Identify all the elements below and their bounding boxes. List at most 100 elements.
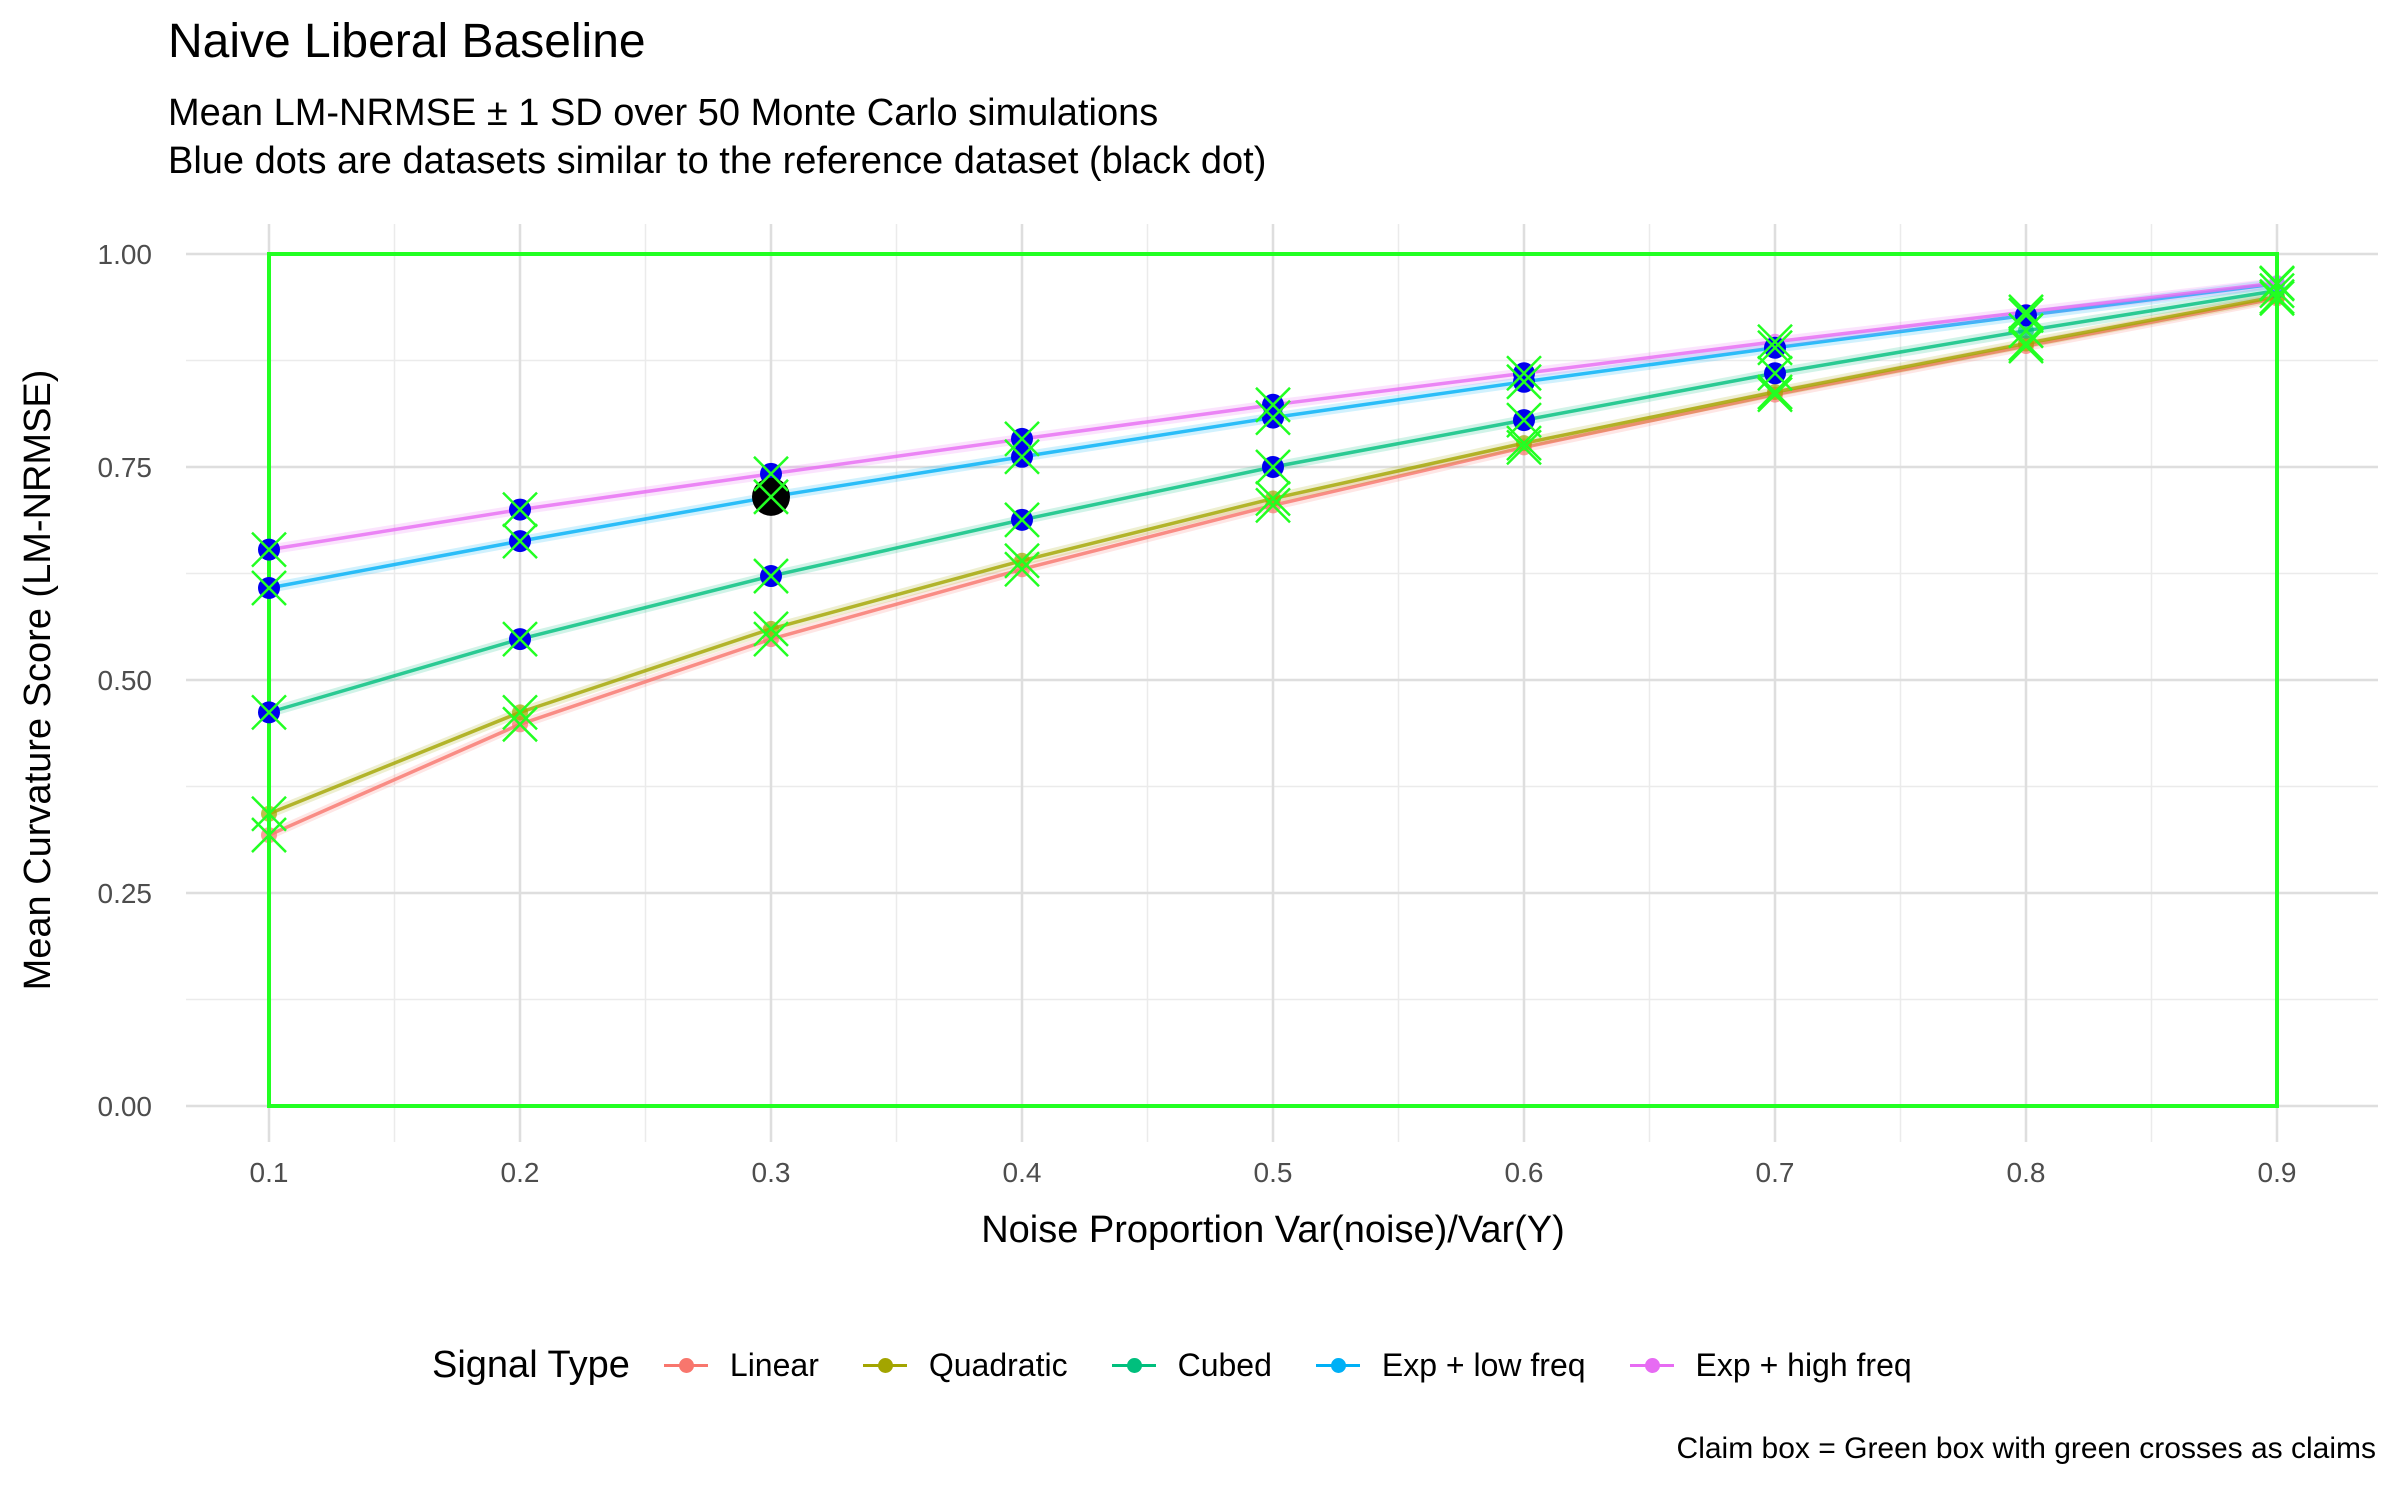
claim-cross-stroke [2008,312,2044,349]
claim-cross-stroke [1004,501,1040,538]
claim-cross-stroke [502,523,538,560]
claim-cross [2008,294,2044,330]
claim-cross [1255,480,1291,517]
chart-subtitle-line1: Mean LM-NRMSE ± 1 SD over 50 Monte Carlo… [168,92,1159,134]
claim-box-layer [267,252,2279,1108]
claim-cross-stroke [753,610,789,647]
claim-cross [251,531,287,568]
claim-cross-stroke [2008,328,2044,364]
legend-label-exp-low-freq: Exp + low freq [1381,1346,1586,1383]
claim-cross [1506,429,1542,466]
claim-cross-stroke [502,491,538,528]
claim-cross [1255,399,1291,436]
claim-cross [502,694,538,731]
y-tick-label: 0.75 [98,452,153,483]
legend-item-exp-high-freq: Exp + high freq [1626,1347,1912,1384]
claim-cross [753,621,789,657]
legend-key-linear [660,1350,712,1380]
claim-cross [1255,386,1291,423]
claim-cross [1506,363,1542,400]
claim-cross [1004,542,1040,579]
claim-cross-stroke [502,621,538,657]
claim-cross [1004,438,1040,475]
x-tick-label: 0.7 [1756,1157,1795,1188]
claim-cross [1004,501,1040,538]
claim-cross-stroke [502,694,538,731]
claim-cross-stroke [1004,421,1040,457]
claim-cross-stroke [2259,272,2295,309]
claim-cross-stroke [1255,449,1291,485]
claim-cross [2008,328,2044,364]
legend-item-exp-low-freq: Exp + low freq [1312,1347,1586,1384]
x-tick-label: 0.3 [752,1157,791,1188]
claim-cross-stroke [1255,480,1291,517]
claim-cross-stroke [2008,297,2044,334]
claim-cross-stroke [1506,429,1542,466]
x-tick-label: 0.2 [501,1157,540,1188]
y-tick-label: 1.00 [98,239,153,270]
plot-area: 0.00 0.25 0.50 0.75 1.00 0.1 0.2 0.3 0.4 0.5 0.6 0.… [17,224,2378,1251]
legend-label-quadratic: Quadratic [928,1346,1068,1383]
chart-caption: Claim box = Green box with green crosses… [1676,1432,2376,1465]
legend-label-exp-high-freq: Exp + high freq [1695,1346,1912,1383]
claim-cross [502,523,538,560]
claim-cross [1506,355,1542,392]
x-axis-title: Noise Proportion Var(noise)/Var(Y) [981,1209,1565,1251]
x-tick-label: 0.8 [2007,1157,2046,1188]
axis-ticks: 0.00 0.25 0.50 0.75 1.00 0.1 0.2 0.3 0.4 0.5 0.6 0.… [98,239,2297,1188]
claim-cross [1757,329,1793,366]
claim-cross [1255,449,1291,485]
legend-key-exp-high-freq [1626,1350,1678,1380]
claim-cross [1506,402,1542,439]
claim-cross-stroke [2259,278,2295,315]
claim-cross-stroke [1255,487,1291,524]
claim-cross-stroke [1255,399,1291,436]
claim-cross-stroke [1757,374,1793,410]
claim-cross-stroke [1757,329,1793,366]
claim-cross [2008,312,2044,349]
claim-cross-stroke [1004,542,1040,579]
y-tick-label: 0.50 [98,665,153,696]
claim-cross [753,558,789,594]
claim-cross [2008,297,2044,334]
chart-title: Naive Liberal Baseline [168,15,646,68]
claim-cross [1757,374,1793,410]
claim-cross-stroke [1004,551,1040,588]
claim-cross [2259,265,2295,301]
x-tick-label: 0.5 [1254,1157,1293,1188]
claim-cross-stroke [251,570,287,606]
legend-item-cubed: Cubed [1108,1347,1272,1384]
claim-crosses [251,265,2295,853]
x-tick-label: 0.1 [250,1157,289,1188]
claim-cross-stroke [1757,323,1793,360]
legend-label-linear: Linear [729,1346,819,1383]
claim-cross [251,694,287,731]
claim-cross [251,570,287,606]
x-tick-label: 0.9 [2258,1157,2297,1188]
claim-cross [502,621,538,657]
claim-cross [1757,355,1793,392]
claim-cross [753,455,789,492]
claim-cross [1255,487,1291,524]
claim-cross-stroke [2259,265,2295,301]
claim-cross-stroke [1757,355,1793,392]
claim-cross [753,610,789,647]
claim-cross-stroke [1004,438,1040,475]
claim-cross-stroke [753,558,789,594]
claim-cross-stroke [753,621,789,657]
claim-cross-stroke [1255,386,1291,423]
legend-title: Signal Type [432,1343,630,1386]
claim-box [267,252,2279,1108]
legend-item-linear: Linear [660,1347,819,1384]
x-tick-label: 0.4 [1003,1157,1042,1188]
claim-cross-stroke [753,455,789,492]
legend-key-quadratic [859,1350,911,1380]
y-tick-label: 0.25 [98,878,153,909]
claim-cross [502,491,538,528]
legend-key-cubed [1108,1350,1160,1380]
claim-cross-stroke [1506,363,1542,400]
claim-cross [1757,323,1793,360]
legend: Signal Type Linear Quadratic Cubed Exp +… [432,1335,1952,1395]
legend-key-exp-low-freq [1312,1350,1364,1380]
claim-cross-stroke [1506,355,1542,392]
